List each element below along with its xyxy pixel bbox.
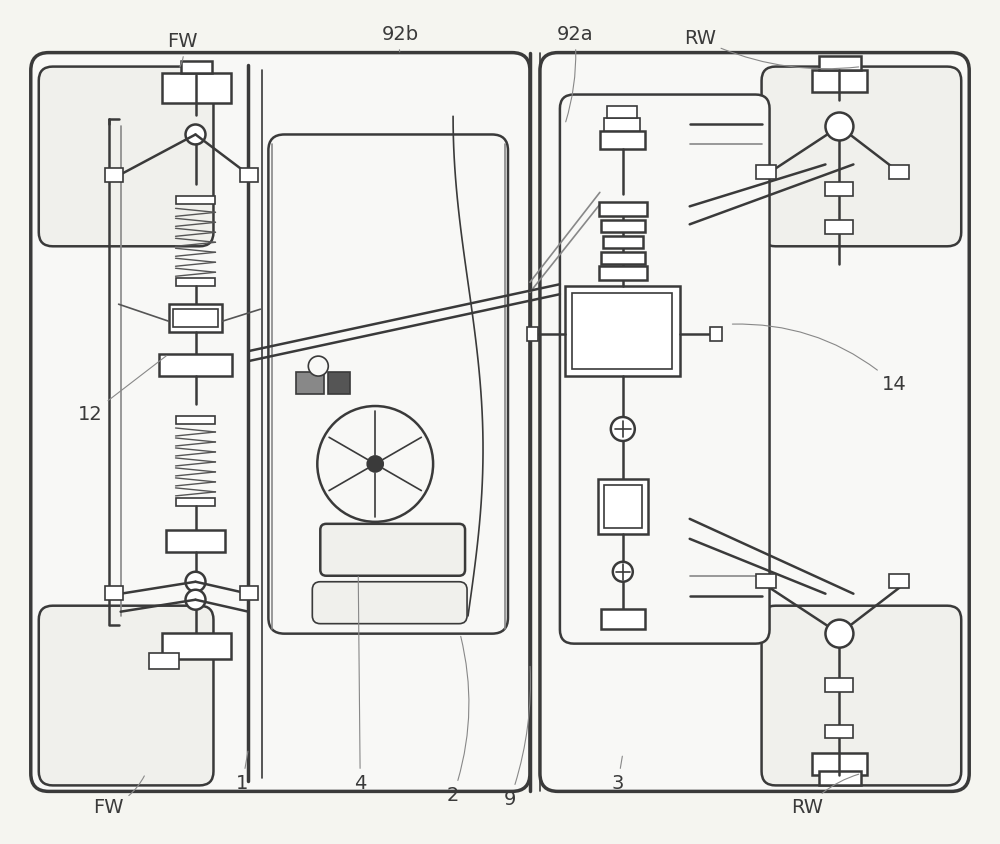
Bar — [599, 266, 647, 280]
FancyBboxPatch shape — [39, 67, 213, 246]
Text: 1: 1 — [236, 751, 249, 793]
Bar — [166, 530, 225, 552]
Circle shape — [317, 406, 433, 522]
Bar — [600, 132, 645, 149]
Bar — [604, 117, 640, 132]
Bar — [889, 165, 909, 180]
FancyBboxPatch shape — [762, 67, 961, 246]
Text: FW: FW — [93, 776, 144, 817]
Bar — [149, 652, 179, 668]
Bar — [176, 279, 215, 286]
Circle shape — [308, 356, 328, 376]
Circle shape — [186, 571, 205, 592]
Bar — [603, 236, 643, 248]
Bar — [756, 165, 776, 180]
Circle shape — [186, 590, 205, 609]
Bar — [176, 416, 215, 424]
Bar — [599, 203, 647, 216]
Bar — [889, 574, 909, 587]
Text: 3: 3 — [612, 756, 624, 793]
Circle shape — [367, 456, 383, 472]
Circle shape — [825, 619, 853, 647]
Text: 2: 2 — [447, 636, 469, 805]
Bar — [105, 169, 123, 182]
Bar — [825, 678, 853, 691]
Bar — [240, 169, 258, 182]
Bar — [756, 574, 776, 587]
Bar — [572, 293, 672, 369]
Bar — [159, 354, 232, 376]
Bar — [176, 498, 215, 506]
Bar — [296, 372, 324, 394]
FancyBboxPatch shape — [560, 95, 770, 644]
Bar — [328, 372, 350, 394]
Bar — [710, 327, 722, 341]
Bar — [105, 586, 123, 600]
Circle shape — [825, 112, 853, 140]
Circle shape — [186, 125, 205, 144]
Bar — [825, 182, 853, 197]
FancyBboxPatch shape — [540, 52, 969, 792]
Bar — [604, 485, 642, 528]
Bar — [825, 220, 853, 235]
Bar — [607, 106, 637, 117]
Text: 12: 12 — [78, 356, 166, 424]
Bar — [819, 56, 861, 69]
Bar — [812, 69, 867, 91]
FancyBboxPatch shape — [320, 524, 465, 576]
Bar — [240, 586, 258, 600]
Bar — [181, 61, 212, 73]
Bar — [176, 197, 215, 204]
FancyBboxPatch shape — [31, 52, 530, 792]
Bar — [162, 73, 231, 102]
Text: 4: 4 — [354, 576, 366, 793]
Bar — [169, 304, 222, 333]
Circle shape — [611, 417, 635, 441]
Bar — [173, 309, 218, 327]
Text: RW: RW — [684, 30, 859, 68]
FancyBboxPatch shape — [762, 606, 961, 786]
Bar — [598, 479, 648, 533]
Bar — [162, 633, 231, 658]
Bar — [601, 609, 645, 629]
Bar — [565, 286, 680, 376]
Bar — [812, 754, 867, 776]
Text: RW: RW — [791, 774, 859, 817]
Circle shape — [613, 562, 633, 582]
Bar — [601, 252, 645, 264]
Text: 92a: 92a — [557, 25, 593, 122]
Text: FW: FW — [167, 32, 198, 68]
Text: 9: 9 — [504, 667, 530, 809]
Bar — [819, 771, 861, 786]
FancyBboxPatch shape — [312, 582, 467, 624]
Text: 92b: 92b — [382, 25, 419, 51]
Bar — [825, 724, 853, 738]
FancyBboxPatch shape — [268, 134, 508, 634]
Text: 14: 14 — [732, 324, 907, 393]
FancyBboxPatch shape — [39, 606, 213, 786]
Bar — [527, 327, 538, 341]
Bar — [601, 220, 645, 232]
